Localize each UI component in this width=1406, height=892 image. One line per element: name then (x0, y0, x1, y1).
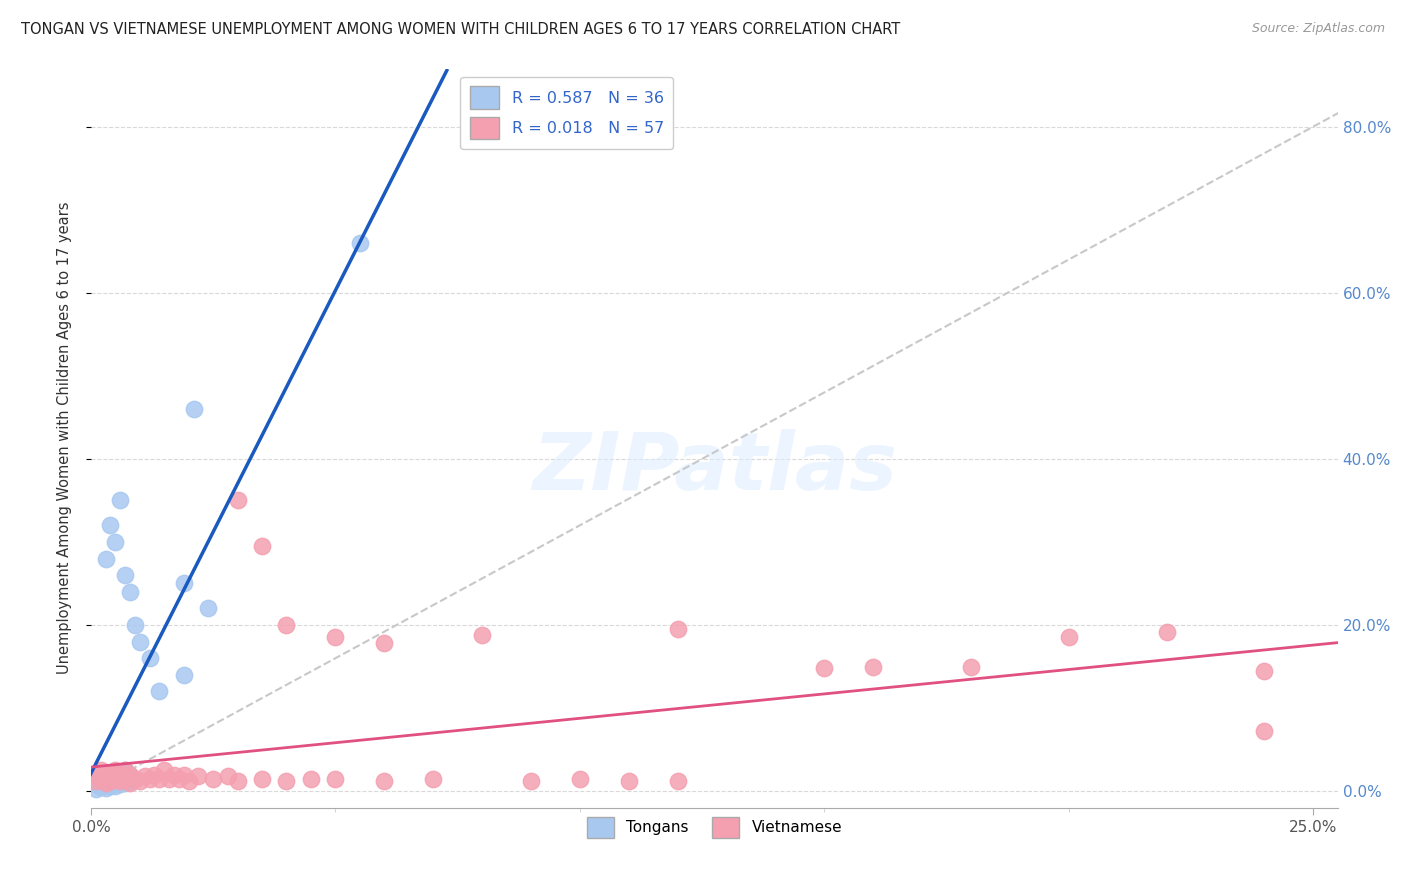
Point (1253, 724, 1275, 739)
Point (84, 781, 107, 796)
Point (100, 774, 122, 789)
Point (187, 769, 209, 783)
Point (373, 774, 395, 789)
Point (325, 631, 347, 645)
Point (250, 539, 273, 553)
Point (128, 634, 150, 648)
Text: TONGAN VS VIETNAMESE UNEMPLOYMENT AMONG WOMEN WITH CHILDREN AGES 6 TO 17 YEARS C: TONGAN VS VIETNAMESE UNEMPLOYMENT AMONG … (21, 22, 900, 37)
Point (84, 767, 107, 781)
Point (124, 772, 146, 786)
Point (960, 659, 983, 673)
Legend: Tongans, Vietnamese: Tongans, Vietnamese (581, 811, 848, 845)
Point (226, 493, 249, 508)
Point (1057, 631, 1080, 645)
Point (104, 769, 127, 783)
Point (118, 776, 141, 790)
Point (90, 764, 112, 778)
Point (114, 769, 136, 783)
Point (110, 767, 132, 781)
Point (148, 772, 170, 786)
Y-axis label: Unemployment Among Women with Children Ages 6 to 17 years: Unemployment Among Women with Children A… (58, 202, 72, 674)
Point (143, 767, 166, 781)
Point (104, 774, 127, 789)
Point (84, 777, 107, 791)
Point (134, 769, 156, 783)
Point (183, 402, 205, 417)
Point (568, 772, 591, 786)
Point (349, 235, 371, 250)
Point (84, 774, 107, 789)
Point (217, 769, 239, 783)
Point (299, 772, 322, 786)
Point (110, 772, 132, 786)
Point (153, 764, 176, 778)
Point (202, 772, 225, 786)
Point (118, 584, 141, 599)
Point (138, 651, 160, 665)
Point (104, 772, 127, 786)
Text: ZIPatlas: ZIPatlas (531, 429, 897, 507)
Point (114, 776, 136, 790)
Point (104, 535, 127, 549)
Point (94, 551, 117, 566)
Point (862, 659, 884, 673)
Point (276, 774, 298, 789)
Point (1253, 664, 1275, 678)
Point (90, 780, 112, 794)
Point (177, 774, 200, 789)
Point (520, 774, 543, 789)
Text: Source: ZipAtlas.com: Source: ZipAtlas.com (1251, 22, 1385, 36)
Point (110, 774, 132, 789)
Point (110, 493, 132, 508)
Point (666, 774, 689, 789)
Point (118, 767, 141, 781)
Point (173, 668, 195, 682)
Point (250, 772, 273, 786)
Point (90, 772, 112, 786)
Point (110, 777, 132, 791)
Point (128, 774, 150, 789)
Point (90, 776, 112, 790)
Point (148, 684, 170, 698)
Point (173, 576, 195, 591)
Point (167, 772, 190, 786)
Point (173, 767, 195, 781)
Point (163, 767, 186, 781)
Point (94, 780, 117, 795)
Point (114, 772, 136, 786)
Point (276, 618, 298, 632)
Point (471, 628, 494, 642)
Point (1156, 624, 1178, 639)
Point (114, 764, 136, 778)
Point (94, 769, 117, 783)
Point (100, 765, 122, 780)
Point (104, 779, 127, 793)
Point (100, 776, 122, 790)
Point (157, 772, 180, 786)
Point (813, 661, 835, 675)
Point (94, 776, 117, 790)
Point (666, 622, 689, 636)
Point (90, 772, 112, 786)
Point (226, 774, 249, 789)
Point (114, 568, 136, 582)
Point (94, 777, 117, 791)
Point (100, 779, 122, 793)
Point (100, 518, 122, 533)
Point (373, 636, 395, 650)
Point (138, 772, 160, 786)
Point (325, 772, 347, 786)
Point (104, 764, 127, 778)
Point (118, 767, 141, 781)
Point (124, 618, 146, 632)
Point (110, 765, 132, 780)
Point (422, 772, 444, 786)
Point (617, 774, 640, 789)
Point (118, 774, 141, 789)
Point (94, 774, 117, 789)
Point (197, 601, 219, 615)
Point (114, 764, 136, 778)
